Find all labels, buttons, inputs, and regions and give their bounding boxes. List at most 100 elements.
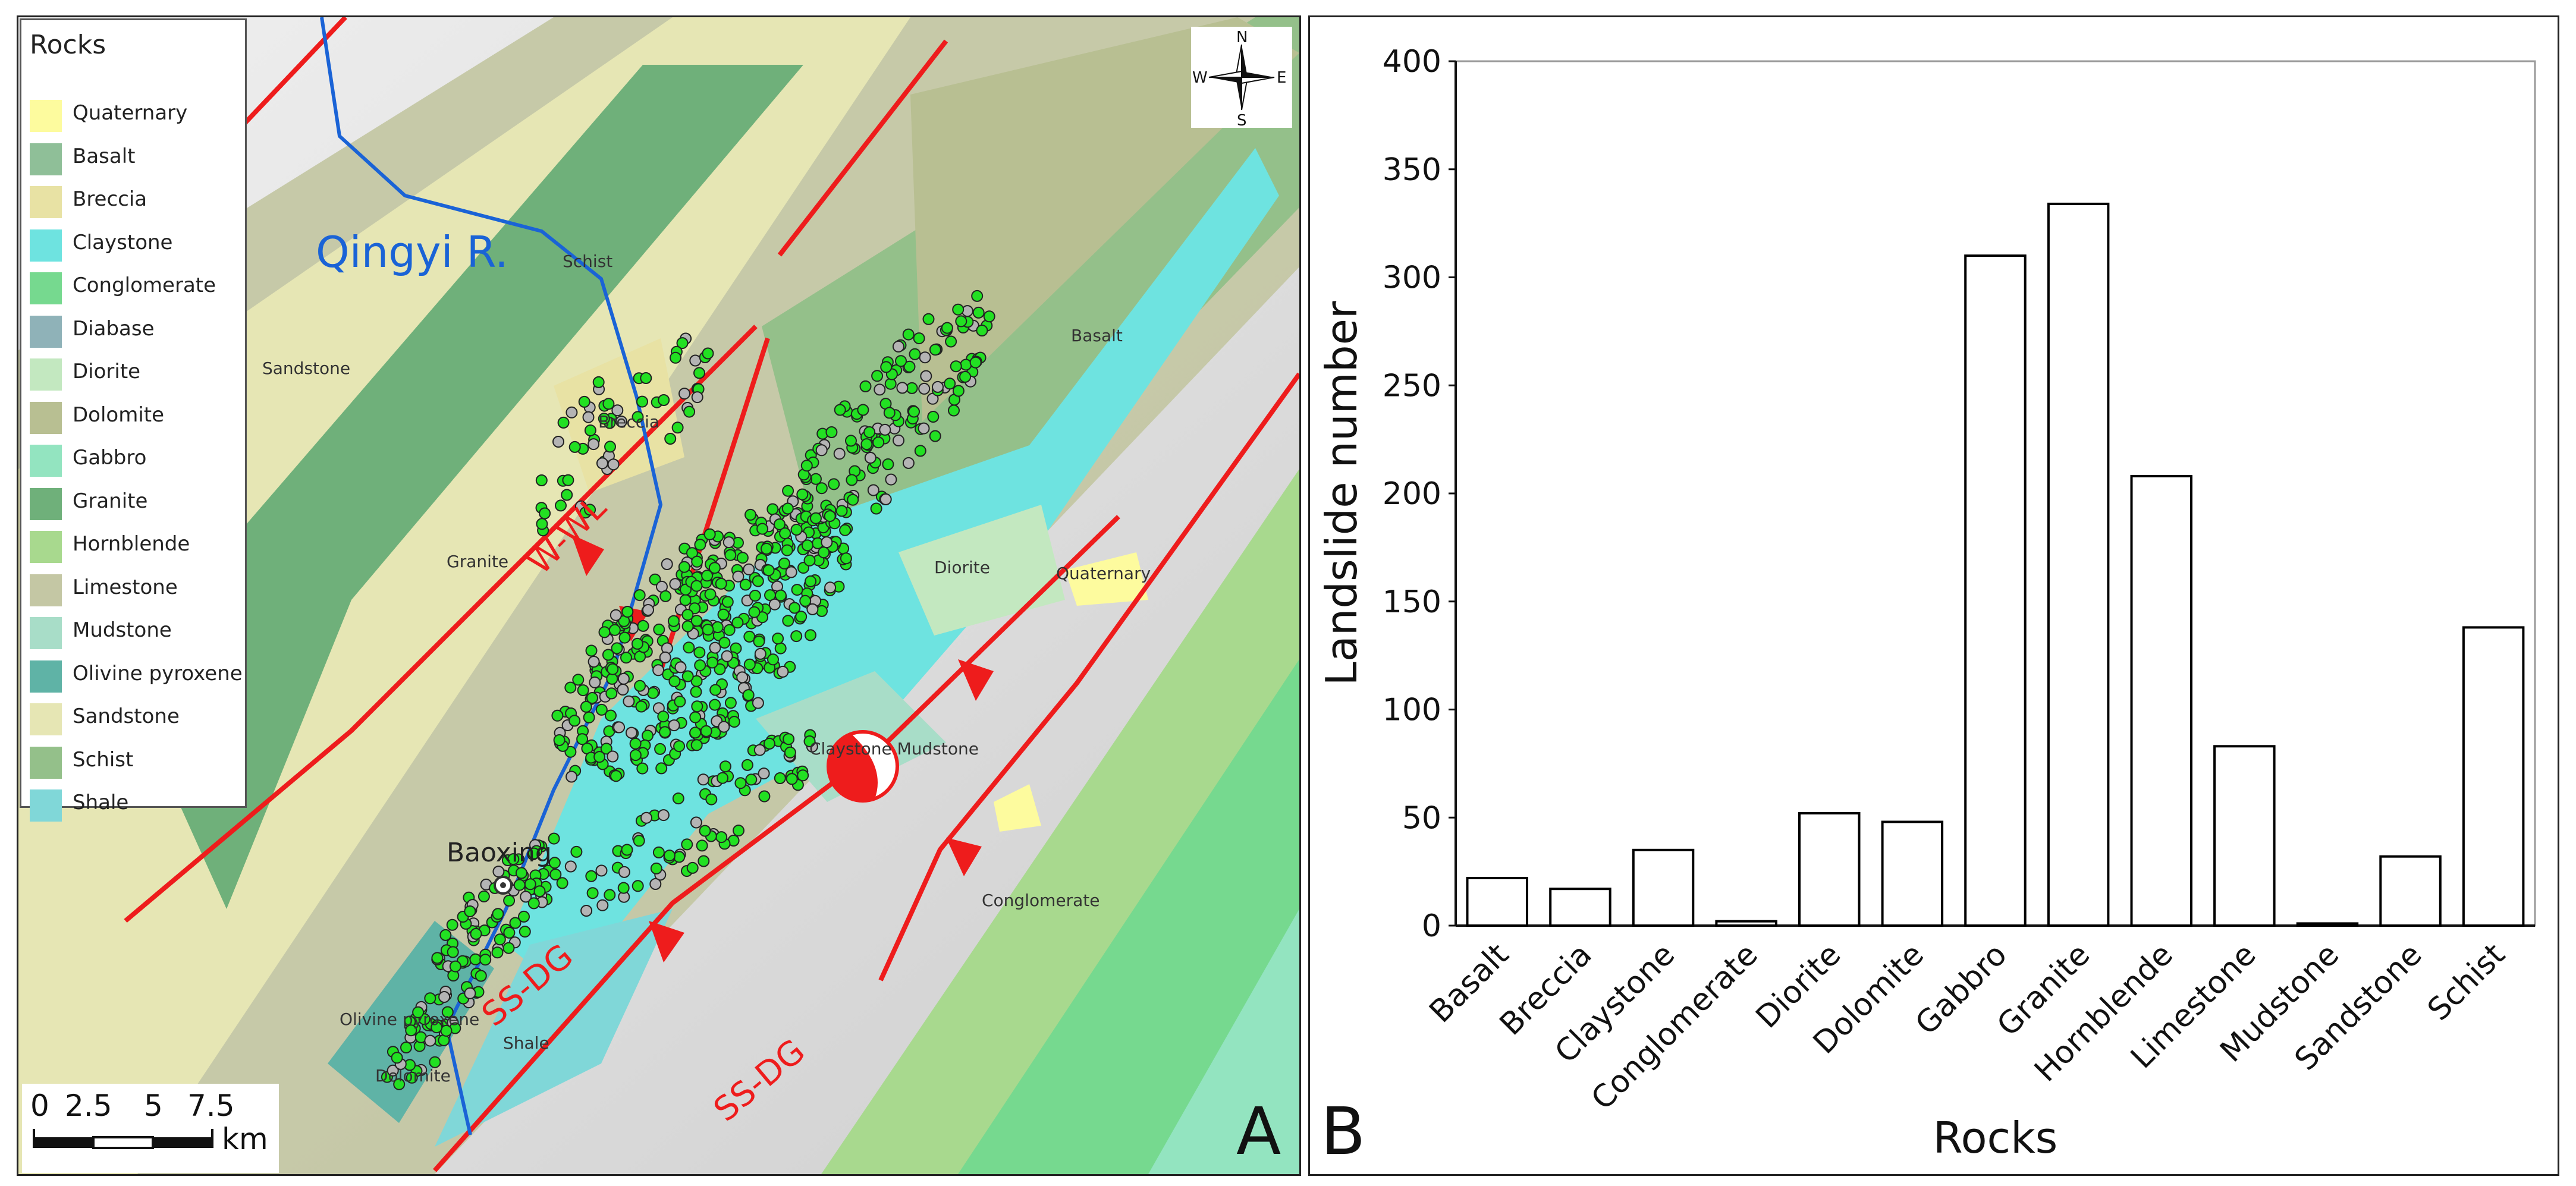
map-label-shale: Shale xyxy=(503,1033,549,1053)
landslide-point xyxy=(431,952,444,964)
legend-label: Breccia xyxy=(73,187,147,211)
landslide-point xyxy=(983,310,995,323)
landslide-point xyxy=(895,355,907,367)
landslide-point xyxy=(604,889,616,901)
legend-label: Mudstone xyxy=(73,618,172,642)
legend-swatch xyxy=(30,660,62,693)
x-axis-label: Rocks xyxy=(1933,1113,2058,1163)
landslide-point xyxy=(683,405,696,418)
landslide-point xyxy=(795,611,808,623)
landslide-point xyxy=(948,404,960,417)
legend-swatch xyxy=(30,100,62,132)
landslide-point xyxy=(689,354,702,367)
landslide-point xyxy=(742,689,755,701)
y-tick-label: 250 xyxy=(1383,368,1441,404)
landslide-point xyxy=(767,653,779,666)
landslide-point xyxy=(709,684,722,696)
landslide-point xyxy=(944,377,956,390)
landslide-point xyxy=(683,641,695,654)
landslide-point xyxy=(580,700,592,713)
landslide-point xyxy=(719,760,731,773)
landslide-point xyxy=(412,1006,425,1018)
unit-quaternary-patch-2 xyxy=(994,784,1041,832)
y-tick-label: 0 xyxy=(1422,908,1441,944)
landslide-point xyxy=(595,703,608,716)
landslide-point xyxy=(691,700,703,713)
landslide-point xyxy=(657,809,670,822)
landslide-point xyxy=(564,860,577,873)
fault-line xyxy=(658,337,770,672)
landslide-point xyxy=(577,684,589,697)
landslide-point xyxy=(753,744,766,756)
compass-east-arrow-half xyxy=(1241,77,1275,84)
landslide-point xyxy=(605,709,617,722)
bar-basalt xyxy=(1466,877,1528,927)
landslide-point xyxy=(568,441,581,453)
bar-limestone xyxy=(2213,745,2276,927)
landslide-point xyxy=(527,847,540,860)
landslide-point xyxy=(758,790,771,803)
landslide-point xyxy=(513,879,526,891)
landslide-point xyxy=(860,438,873,451)
panel-letter-b: B xyxy=(1321,1093,1366,1169)
landslide-point xyxy=(580,905,593,917)
landslide-point xyxy=(690,739,703,751)
thrust-marker xyxy=(958,659,994,701)
landslide-point xyxy=(659,590,672,602)
compass-south-arrow xyxy=(1236,77,1242,110)
landslide-point xyxy=(790,524,803,536)
landslide-point xyxy=(785,566,797,578)
landslide-point xyxy=(608,624,621,636)
legend-swatch xyxy=(30,617,62,649)
landslide-point xyxy=(613,721,626,734)
landslide-point xyxy=(518,910,530,923)
compass-s-label: S xyxy=(1237,112,1247,128)
landslide-point xyxy=(764,589,776,602)
landslide-point xyxy=(691,555,703,568)
landslide-point xyxy=(585,644,598,657)
landslide-point xyxy=(438,991,451,1003)
landslide-point xyxy=(950,360,962,373)
landslide-point xyxy=(870,502,882,515)
legend-label: Basalt xyxy=(73,144,136,168)
landslide-point xyxy=(475,970,487,982)
landslide-point xyxy=(503,926,516,939)
y-tick-label: 100 xyxy=(1383,693,1441,728)
landslide-point xyxy=(391,1052,403,1064)
landslide-point xyxy=(636,762,649,775)
legend-label: Schist xyxy=(73,747,134,772)
landslide-point xyxy=(711,621,724,633)
landslide-point xyxy=(674,696,686,708)
landslide-point xyxy=(633,835,645,847)
landslide-point xyxy=(824,581,837,594)
landslide-point xyxy=(449,960,461,973)
landslide-point xyxy=(596,899,609,911)
landslide-point xyxy=(867,484,879,496)
landslide-point xyxy=(693,367,705,379)
landslide-point xyxy=(464,905,476,917)
fault-line xyxy=(777,39,948,257)
landslide-point xyxy=(690,816,702,829)
legend-label: Gabbro xyxy=(73,446,147,470)
compass-e-label: E xyxy=(1277,69,1286,87)
map-label-conglomerate: Conglomerate xyxy=(982,891,1100,910)
landslide-point xyxy=(676,337,689,350)
legend-label: Diabase xyxy=(73,316,155,341)
landslide-point xyxy=(872,436,885,449)
landslide-point xyxy=(783,733,795,745)
landslide-point xyxy=(663,850,676,862)
landslide-point xyxy=(768,598,781,611)
landslide-point xyxy=(650,862,662,874)
landslide-point xyxy=(637,619,649,632)
landslide-point xyxy=(810,512,822,524)
landslide-point xyxy=(694,659,706,672)
landslide-point xyxy=(927,411,940,423)
landslide-point xyxy=(703,528,716,540)
landslide-point xyxy=(702,347,714,360)
landslide-point xyxy=(655,762,668,775)
landslide-point xyxy=(509,917,522,929)
legend-item: Granite xyxy=(30,485,244,521)
scale-bar-graphic xyxy=(33,1129,213,1149)
legend-label: Sandstone xyxy=(73,704,180,728)
map-label-sandstone: Sandstone xyxy=(262,358,350,378)
